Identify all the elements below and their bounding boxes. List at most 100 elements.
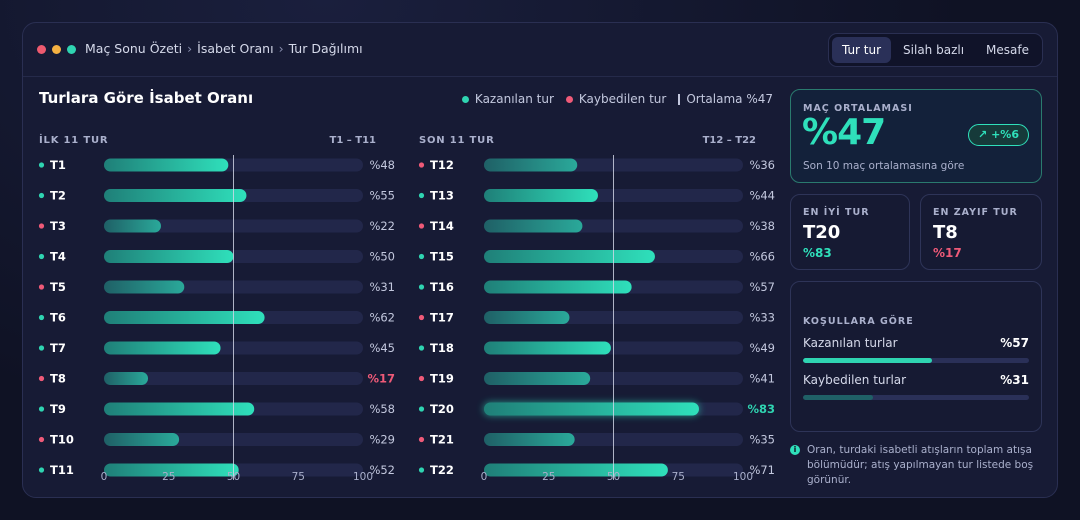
round-status-dot	[38, 375, 45, 382]
round-label: T15	[430, 250, 454, 264]
round-label: T19	[430, 372, 454, 386]
round-label: T11	[50, 463, 74, 477]
maximize-dot[interactable]	[67, 45, 76, 54]
minimize-dot[interactable]	[52, 45, 61, 54]
breadcrumb-item-match-summary[interactable]: Maç Sonu Özeti	[85, 41, 183, 56]
x-tick-label: 75	[672, 471, 685, 483]
window-controls	[37, 45, 76, 54]
delta-value: +%6	[991, 128, 1019, 141]
value-label: %29	[369, 433, 395, 447]
tab-by-weapon[interactable]: Silah bazlı	[903, 43, 965, 57]
condition-track-won	[803, 358, 1029, 363]
best-round-name: T20	[803, 222, 841, 243]
accuracy-bar	[104, 372, 149, 385]
x-tick-label: 100	[353, 471, 373, 483]
value-label: %66	[749, 250, 775, 264]
accuracy-bar	[484, 372, 591, 385]
worst-round-value: %17	[933, 246, 962, 260]
tab-per-round[interactable]: Tur tur	[831, 37, 892, 63]
value-label: %31	[369, 280, 395, 294]
condition-label-lost: Kaybedilen turlar	[803, 373, 907, 387]
breadcrumb-item-accuracy[interactable]: İsabet Oranı	[197, 41, 274, 56]
condition-label-won: Kazanılan turlar	[803, 336, 898, 350]
round-label: T3	[50, 219, 66, 233]
legend-swatch-lost	[565, 95, 573, 103]
round-status-dot	[418, 253, 425, 260]
legend-item-won: Kazanılan tur	[461, 92, 554, 106]
accuracy-bar	[104, 250, 234, 263]
tab-distance[interactable]: Mesafe	[986, 43, 1029, 57]
value-label: %57	[749, 280, 775, 294]
x-tick-label: 50	[227, 471, 240, 483]
round-status-dot	[418, 436, 425, 443]
round-label: T14	[430, 219, 454, 233]
accuracy-bar	[484, 402, 699, 416]
value-label: %17	[367, 372, 395, 386]
legend-item-average: Ortalama %47	[678, 92, 773, 106]
round-status-dot	[418, 406, 425, 412]
round-status-dot	[38, 436, 45, 443]
x-tick-label: 25	[542, 471, 555, 483]
x-tick-label: 75	[292, 471, 305, 483]
panel-label: SON 11 TUR	[419, 135, 495, 146]
accuracy-bar	[484, 463, 668, 477]
match-average-label: MAÇ ORTALAMASI	[803, 103, 913, 114]
condition-row-won: Kazanılan turlar %57	[803, 336, 1029, 350]
round-status-dot	[38, 162, 45, 168]
breadcrumb-item-round-distribution: Tur Dağılımı	[288, 41, 363, 56]
panel-range: T12 – T22	[703, 135, 756, 146]
worst-round-name: T8	[933, 222, 958, 243]
round-label: T16	[430, 280, 454, 294]
value-label: %22	[369, 219, 395, 233]
round-status-dot	[418, 284, 425, 290]
round-label: T7	[50, 341, 66, 355]
accuracy-bar	[484, 311, 570, 324]
x-tick-label: 0	[481, 471, 488, 483]
round-label: T20	[430, 402, 454, 416]
x-tick-label: 0	[101, 471, 108, 483]
value-label: %44	[749, 189, 775, 203]
accuracy-bar	[104, 158, 229, 172]
worst-round-label: EN ZAYIF TUR	[933, 207, 1018, 218]
value-label: %52	[369, 463, 395, 477]
accuracy-bar	[484, 433, 575, 446]
round-label: T2	[50, 189, 66, 203]
round-status-dot	[418, 162, 425, 168]
round-label: T4	[50, 250, 66, 264]
x-tick-label: 50	[607, 471, 620, 483]
round-status-dot	[38, 223, 45, 229]
round-status-dot	[38, 192, 45, 199]
value-label: %48	[369, 158, 395, 172]
legend-swatch-average	[678, 93, 681, 105]
accuracy-bar	[104, 280, 185, 294]
match-average-delta: ↗ +%6	[968, 124, 1029, 146]
match-average-note: Son 10 maç ortalamasına göre	[803, 160, 965, 172]
chart-legend: Kazanılan tur Kaybedilen tur Ortalama %4…	[461, 92, 773, 106]
value-label: %33	[749, 311, 775, 325]
accuracy-bar	[104, 341, 221, 355]
legend-label-average: Ortalama %47	[686, 92, 773, 106]
round-status-dot	[418, 192, 425, 199]
accuracy-bar	[104, 463, 239, 477]
accuracy-bar	[484, 189, 598, 202]
accuracy-bar	[104, 433, 180, 446]
round-label: T9	[50, 402, 66, 416]
round-status-dot	[418, 375, 425, 382]
breadcrumb: Maç Sonu Özeti › İsabet Oranı › Tur Dağı…	[85, 41, 363, 56]
round-status-dot	[38, 284, 45, 290]
close-dot[interactable]	[37, 45, 46, 54]
accuracy-bar-chart: İLK 11 TUR T1 – T11 T1 %48 T2 %55 T3 %22 T4 %50 T5…	[38, 132, 775, 483]
match-average-value: %47	[802, 112, 886, 153]
round-label: T21	[430, 433, 454, 447]
conditions-label: KOŞULLARA GÖRE	[803, 316, 914, 327]
round-label: T10	[50, 433, 74, 447]
legend-label-won: Kazanılan tur	[474, 92, 554, 106]
value-label: %71	[749, 463, 775, 477]
breadcrumb-separator: ›	[278, 41, 284, 56]
value-label: %38	[749, 219, 775, 233]
condition-track-lost	[803, 395, 1029, 400]
round-label: T22	[430, 463, 454, 477]
chart-title: Turlara Göre İsabet Oranı	[39, 89, 254, 107]
value-label: %58	[369, 402, 395, 416]
accuracy-bar	[484, 280, 632, 294]
